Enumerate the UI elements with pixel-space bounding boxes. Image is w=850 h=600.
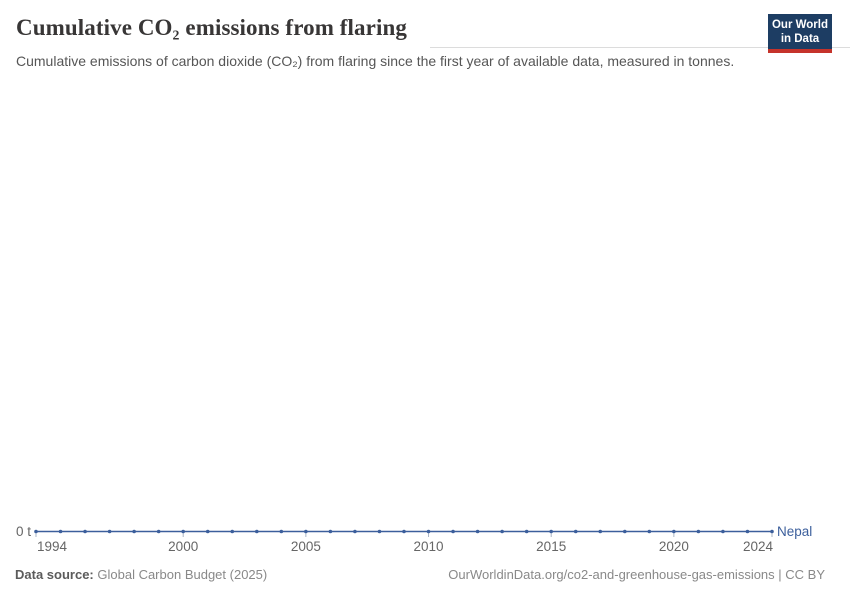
x-tick-label: 1994	[37, 539, 68, 554]
data-point	[34, 529, 38, 534]
data-point	[623, 529, 627, 534]
data-point	[721, 529, 725, 534]
chart-title: Cumulative CO₂ emissions from flaring	[16, 15, 407, 40]
data-point	[377, 529, 382, 534]
owid-logo: Our World in Data	[768, 14, 832, 53]
data-point	[573, 529, 578, 534]
data-point	[770, 529, 774, 534]
data-point	[230, 529, 235, 534]
data-point	[254, 529, 259, 534]
data-point	[745, 529, 750, 534]
data-point	[156, 529, 161, 534]
data-source-value: Global Carbon Budget (2025)	[97, 567, 268, 582]
data-point	[58, 529, 63, 534]
data-point	[279, 529, 284, 534]
x-tick-label: 2000	[168, 539, 198, 554]
data-point	[426, 529, 431, 534]
y-tick-label: 0 t	[16, 524, 31, 539]
data-source: Data source: Global Carbon Budget (2025)	[15, 567, 267, 582]
data-point	[524, 529, 529, 534]
series-label-nepal: Nepal	[777, 524, 812, 539]
x-tick-label: 2020	[659, 539, 689, 554]
data-point	[132, 529, 136, 534]
data-point	[598, 529, 603, 534]
data-point	[549, 529, 553, 534]
owid-logo-line2: in Data	[780, 32, 820, 45]
data-point	[83, 529, 87, 534]
x-tick-label: 2010	[414, 539, 444, 554]
owid-logo-line1: Our World	[771, 19, 828, 31]
data-point	[107, 529, 112, 534]
data-point	[181, 529, 185, 534]
data-point	[475, 529, 480, 534]
data-point	[353, 529, 357, 534]
chart-subtitle: Cumulative emissions of carbon dioxide (…	[16, 53, 735, 69]
data-point	[205, 529, 210, 534]
footer-link[interactable]: OurWorldinData.org/co2-and-greenhouse-ga…	[448, 567, 825, 582]
data-point	[696, 529, 701, 534]
line-chart[interactable]: 1994 2000 2005 2010 2015 2020 2024 0 t Nepal	[0, 495, 850, 557]
data-point	[500, 529, 504, 534]
x-tick-label: 2005	[291, 539, 321, 554]
data-point	[402, 529, 406, 534]
header-divider	[430, 47, 850, 48]
chart-footer: Data source: Global Carbon Budget (2025)…	[0, 567, 850, 582]
data-point	[647, 529, 652, 534]
data-point	[328, 529, 333, 534]
x-tick-label: 2024	[743, 539, 774, 554]
x-tick-label: 2015	[536, 539, 566, 554]
data-point	[451, 529, 455, 534]
data-source-label: Data source:	[15, 567, 94, 582]
data-point	[672, 529, 676, 534]
data-point	[304, 529, 308, 534]
